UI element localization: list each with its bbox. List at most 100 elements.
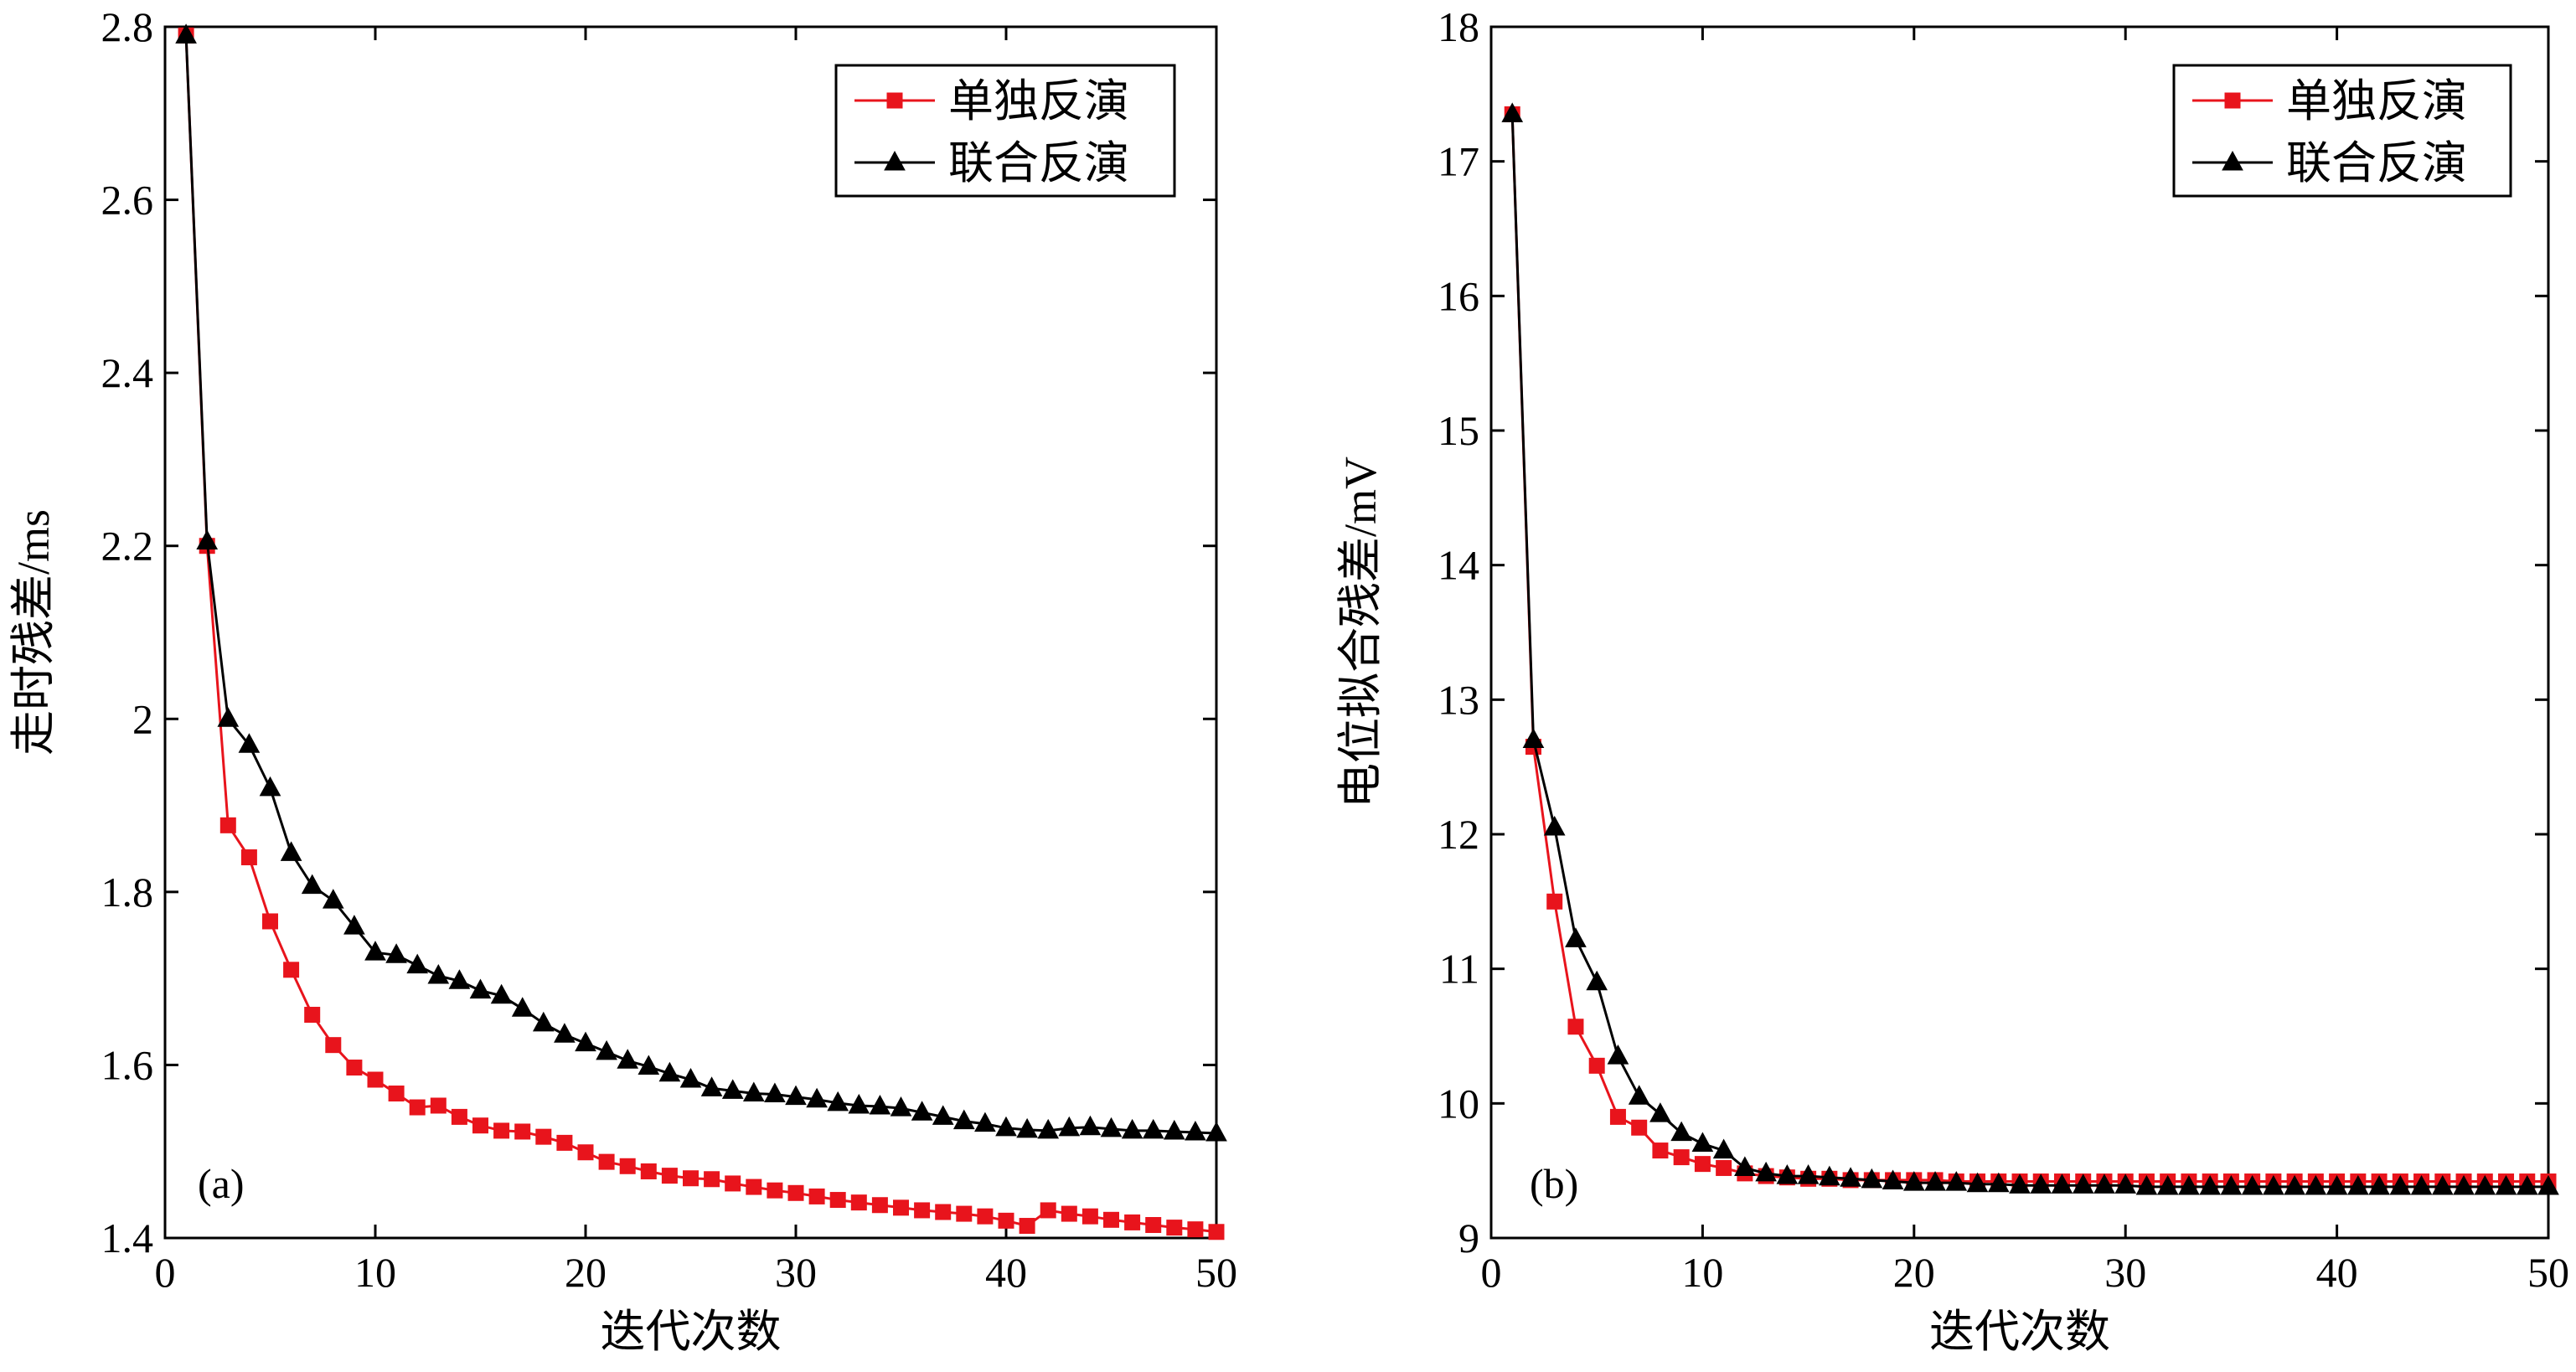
data-point-square [787, 1184, 804, 1201]
data-point-square [262, 913, 278, 930]
data-point-triangle [1079, 1115, 1102, 1136]
data-point-triangle [2135, 1174, 2158, 1195]
data-point-square [977, 1208, 994, 1225]
data-point-triangle [217, 707, 240, 727]
data-point-square [746, 1179, 762, 1195]
data-point-square [808, 1188, 825, 1204]
panel-b-series-joint [1501, 102, 2559, 1195]
panel-b-ytick-label: 16 [1438, 272, 1479, 319]
panel-a-ytick-label: 1.4 [101, 1215, 154, 1261]
data-point-triangle [2346, 1174, 2369, 1195]
data-point-triangle [2114, 1173, 2137, 1194]
data-point-square [472, 1117, 488, 1134]
data-point-square [1694, 1156, 1711, 1173]
data-point-square [514, 1123, 531, 1140]
data-point-square [430, 1097, 447, 1114]
panel-a-legend-label: 单独反演 [948, 76, 1129, 126]
data-point-square [535, 1128, 552, 1145]
data-point-triangle [2093, 1173, 2115, 1194]
data-point-square [725, 1175, 741, 1192]
data-point-triangle [1966, 1172, 1989, 1193]
panel-a-xtick-label: 10 [354, 1249, 396, 1296]
data-point-square [325, 1037, 342, 1054]
data-point-square [1208, 1224, 1225, 1240]
data-point-triangle [280, 841, 302, 861]
data-point-triangle [2072, 1173, 2094, 1194]
panel-a-legend-label: 联合反演 [948, 138, 1129, 188]
data-point-triangle [1670, 1121, 1693, 1142]
panel-b-ytick-label: 11 [1439, 946, 1479, 993]
panel-a-ytick-label: 2.2 [101, 523, 154, 570]
legend-marker-triangle [884, 150, 906, 171]
data-point-triangle [259, 776, 281, 797]
data-point-triangle [2156, 1174, 2179, 1195]
data-point-triangle [2220, 1174, 2243, 1195]
data-point-triangle [1100, 1117, 1123, 1137]
data-point-square [704, 1171, 720, 1188]
data-point-triangle [1755, 1161, 1777, 1182]
data-point-triangle [511, 997, 534, 1017]
data-point-square [598, 1153, 615, 1170]
data-point-square [767, 1182, 783, 1199]
data-point-triangle [1163, 1119, 1185, 1140]
data-point-square [283, 962, 300, 978]
panel-a-ylabel: 走时残差/ms [8, 509, 59, 756]
data-point-triangle [364, 941, 386, 961]
data-point-triangle [2263, 1174, 2284, 1195]
data-point-square [661, 1168, 678, 1184]
legend-marker-triangle [2222, 150, 2243, 171]
data-point-triangle [1205, 1121, 1227, 1142]
data-point-triangle [448, 969, 471, 989]
data-point-triangle [932, 1105, 954, 1125]
data-point-square [1103, 1211, 1119, 1228]
data-point-triangle [2178, 1174, 2200, 1195]
panel-a-ytick-label: 1.8 [101, 869, 154, 916]
data-point-triangle [1501, 102, 1524, 122]
data-point-triangle [1142, 1118, 1164, 1139]
data-point-triangle [2051, 1173, 2073, 1194]
panel-a-ytick-label: 2.8 [101, 3, 154, 50]
data-point-triangle [2537, 1174, 2559, 1195]
data-point-triangle [238, 733, 261, 753]
panel-a-xtick-label: 0 [155, 1249, 176, 1296]
data-point-triangle [785, 1085, 807, 1106]
data-point-square [1673, 1149, 1690, 1166]
data-point-square [219, 817, 236, 833]
data-point-triangle [742, 1081, 765, 1102]
data-point-triangle [1924, 1171, 1946, 1191]
data-point-triangle [1882, 1169, 1904, 1190]
data-point-triangle [638, 1055, 660, 1075]
legend-marker-square [2224, 92, 2241, 109]
data-point-triangle [490, 983, 513, 1004]
data-point-square [683, 1170, 699, 1187]
data-point-square [1166, 1220, 1183, 1236]
data-point-square [304, 1007, 321, 1024]
data-point-triangle [1565, 927, 1587, 947]
data-point-triangle [301, 874, 323, 895]
data-point-triangle [1586, 970, 1608, 991]
data-point-triangle [1543, 815, 1566, 836]
data-point-triangle [1840, 1167, 1861, 1187]
data-point-triangle [869, 1094, 891, 1115]
data-point-square [829, 1192, 846, 1209]
data-point-triangle [406, 953, 429, 974]
panel-b-legend-label: 联合反演 [2286, 138, 2467, 188]
data-point-square [1546, 893, 1563, 910]
panel-b-ytick-label: 13 [1438, 676, 1479, 723]
data-point-square [935, 1204, 952, 1220]
panel-b-chart: 0 10 20 30 40 50 9 10 11 12 13 14 15 16 17 18 迭代次数 电位拟合残差… [1335, 3, 2569, 1357]
data-point-square [1567, 1019, 1584, 1035]
data-point-triangle [1058, 1116, 1081, 1137]
data-point-triangle [469, 978, 492, 999]
data-point-triangle [1649, 1102, 1671, 1122]
legend-marker-square [886, 92, 903, 109]
data-point-triangle [532, 1011, 555, 1032]
panel-a-ytick-label: 2 [132, 695, 153, 742]
panel-a-ytick-label: 2.4 [101, 349, 154, 396]
data-point-triangle [2410, 1174, 2433, 1195]
data-point-triangle [2199, 1174, 2222, 1195]
panel-b-ytick-label: 10 [1438, 1080, 1479, 1127]
